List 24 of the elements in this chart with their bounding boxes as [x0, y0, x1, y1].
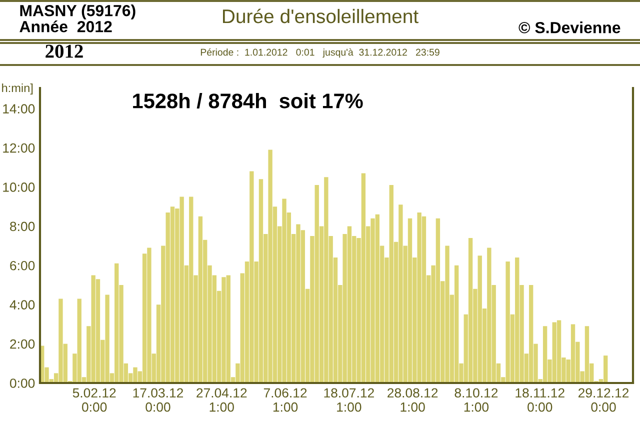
x-tick-label: 29.12.12 0:00 [578, 388, 629, 412]
y-tick-label: 14:00 [3, 104, 35, 114]
text: Période : 1.01.2012 0:01 jusqu'à 31.12.2012 23:59 [200, 48, 440, 58]
x-tick-label: 18.07.12 1:00 [324, 388, 374, 412]
y-tick-label: 4:00 [10, 300, 35, 310]
chart-subtitle: 1528h / 8784h soit 17% [133, 93, 363, 109]
y-tick-label: 8:00 [10, 222, 35, 232]
y-axis-title: h:min] [2, 84, 33, 94]
x-tick-label: 5.02.12 0:00 [72, 388, 116, 412]
x-tick-label: 18.11.12 0:00 [516, 388, 564, 412]
chart-title: Durée d'ensoleillement [223, 8, 418, 24]
x-tick-label: 8.10.12 1:00 [454, 388, 498, 412]
x-tick-label: 28.08.12 1:00 [388, 388, 438, 412]
text: MASNY (59176) Année 2012 [20, 4, 136, 32]
y-tick-label: 0:00 [10, 378, 35, 388]
text: © S.Devienne [518, 22, 620, 34]
y-tick-label: 2:00 [10, 339, 35, 349]
x-tick-label: 27.04.12 1:00 [196, 388, 247, 412]
x-tick-label: 17.03.12 0:00 [133, 388, 183, 412]
x-tick-label: 7.06.12 1:00 [264, 388, 307, 412]
y-tick-label: 10:00 [3, 182, 35, 192]
text: 2012 [46, 44, 83, 58]
y-tick-label: 6:00 [10, 260, 35, 270]
y-tick-label: 12:00 [3, 143, 35, 153]
